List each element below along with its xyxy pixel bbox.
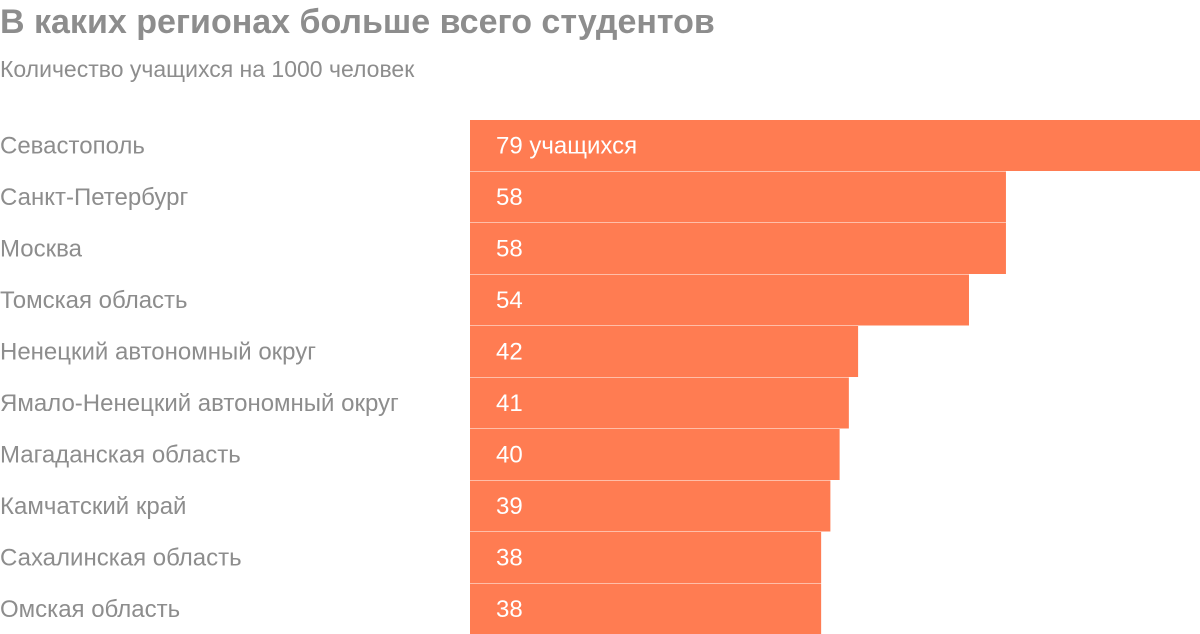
bar-value-label: 39: [496, 493, 523, 520]
bar-value-label: 58: [496, 184, 523, 211]
category-label: Санкт-Петербург: [0, 184, 188, 211]
bar-value-label: 54: [496, 287, 523, 314]
category-label: Москва: [0, 236, 83, 263]
bar: [470, 171, 1006, 223]
bar: [470, 223, 1006, 274]
category-label: Севастополь: [0, 133, 145, 160]
bar-value-label: 42: [496, 339, 523, 366]
category-label: Камчатский край: [0, 493, 186, 520]
bar: [470, 120, 1200, 171]
bar: [470, 377, 849, 429]
bar-value-label: 58: [496, 236, 523, 263]
category-label: Сахалинская область: [0, 545, 242, 572]
bar: [470, 532, 822, 583]
category-label: Ямало-Ненецкий автономный округ: [0, 390, 399, 417]
bar: [470, 429, 840, 480]
bar-value-label: 38: [496, 545, 523, 572]
chart-title: В каких регионах больше всего студентов: [0, 3, 715, 41]
category-label: Ненецкий автономный округ: [0, 339, 316, 366]
bar: [470, 274, 969, 326]
category-label: Омская область: [0, 596, 180, 623]
chart-subtitle: Количество учащихся на 1000 человек: [0, 56, 415, 82]
bar-value-label: 41: [496, 390, 523, 417]
bar-value-label: 79 учащихся: [496, 133, 637, 160]
bar: [470, 480, 831, 532]
category-label: Томская область: [0, 287, 188, 314]
bar-value-label: 40: [496, 442, 523, 469]
category-label: Магаданская область: [0, 442, 241, 469]
bar: [470, 326, 859, 377]
bar: [470, 583, 822, 634]
bar-value-label: 38: [496, 596, 523, 623]
